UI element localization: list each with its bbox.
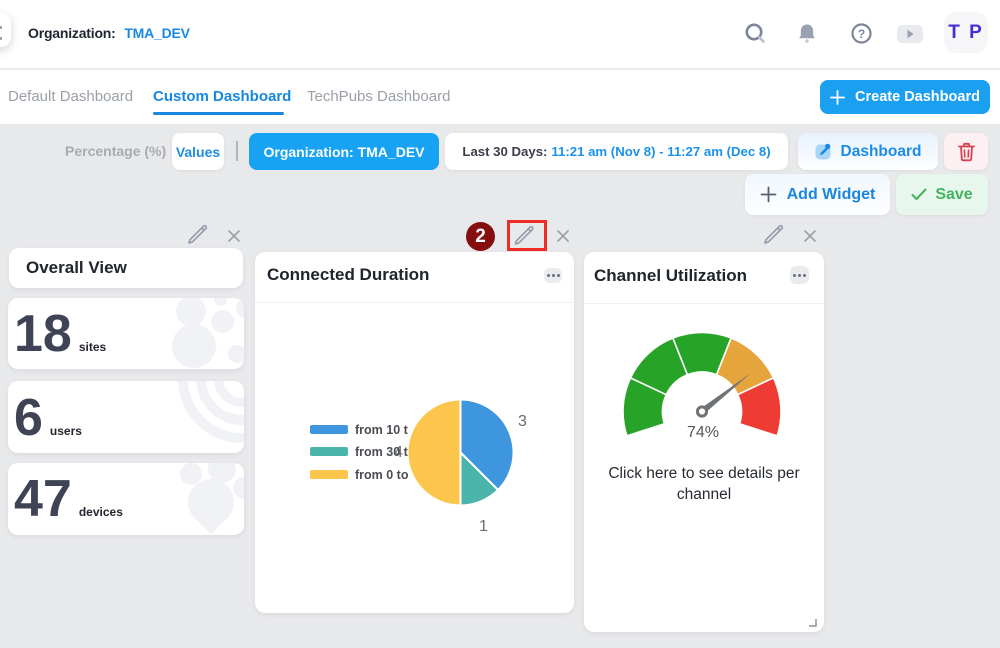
svg-text:?: ? [858, 27, 865, 41]
